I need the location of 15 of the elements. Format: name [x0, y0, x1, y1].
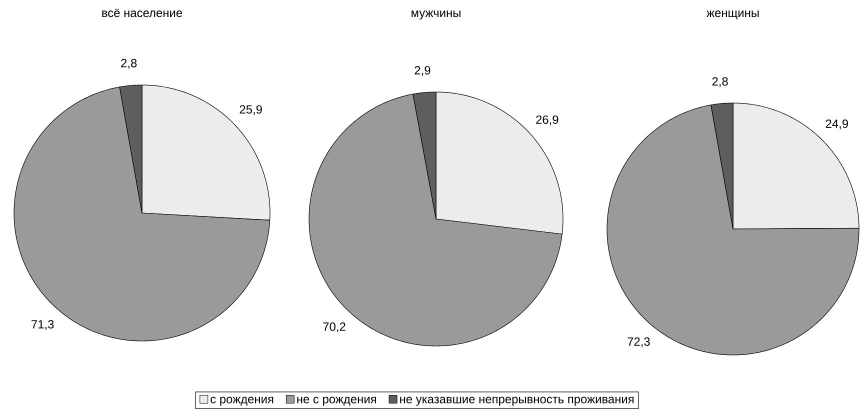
data-label: 72,3	[628, 337, 650, 348]
data-label: 71,3	[32, 320, 54, 330]
legend-label: не указавшие непрерывность проживания	[400, 396, 634, 406]
chart-title: мужчины	[412, 10, 460, 20]
data-label: 2,8	[712, 77, 728, 88]
data-label: 70,2	[323, 322, 346, 332]
data-label: 26,9	[536, 115, 558, 126]
data-label: 2,8	[121, 58, 137, 69]
chart-title: всё население	[102, 8, 182, 18]
data-label: 24,9	[826, 119, 848, 130]
chart-title: женщины	[706, 10, 759, 20]
legend-label: не с рождения	[297, 396, 376, 406]
legend-label: с рождения	[210, 396, 274, 406]
data-label: 25,9	[240, 105, 262, 116]
data-label: 2,9	[414, 66, 430, 76]
